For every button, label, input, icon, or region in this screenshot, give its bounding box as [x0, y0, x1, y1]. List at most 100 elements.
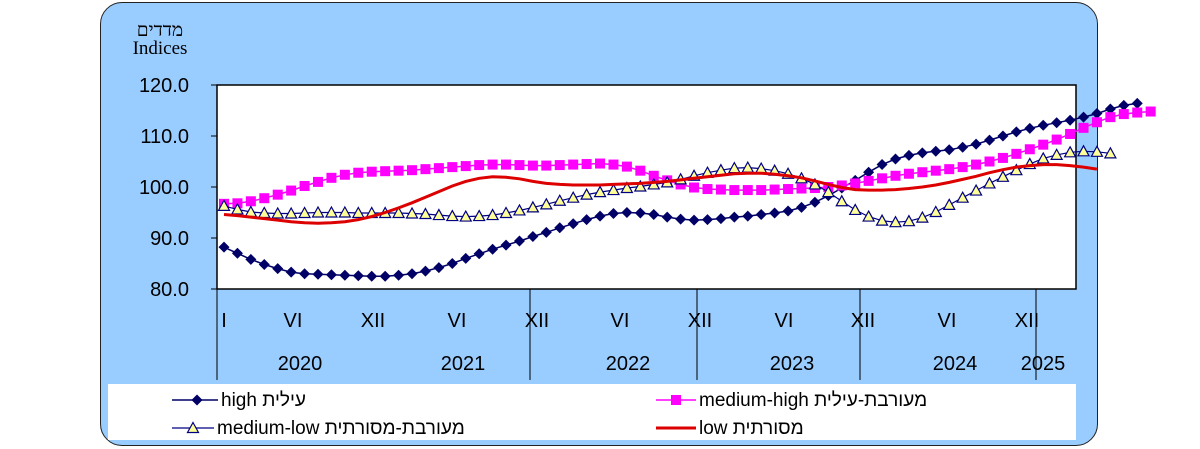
data-point-high [258, 259, 270, 271]
data-point-medium-low [566, 190, 580, 203]
data-point-medium-high [527, 160, 538, 171]
data-point-medium-high [286, 185, 297, 196]
data-point-medium-high [769, 184, 780, 195]
data-point-medium-high [1118, 109, 1129, 120]
data-point-medium-low [996, 170, 1010, 182]
data-point-high [500, 239, 512, 251]
y-tick-label: 90.0 [150, 228, 189, 250]
x-year-label: 2022 [606, 353, 651, 375]
y-axis-title-english: Indices [133, 38, 188, 59]
data-point-medium-low [271, 206, 285, 219]
data-point-medium-high [1145, 106, 1156, 117]
data-point-medium-low [1103, 146, 1117, 159]
data-point-high [634, 207, 646, 219]
y-tick-label: 110.0 [140, 126, 189, 148]
data-point-medium-low [539, 197, 553, 210]
legend-label-medium-low: medium-low מעורבת-מסורתית [217, 418, 465, 439]
series-line-medium-high [223, 110, 1151, 205]
data-point-high [379, 270, 391, 282]
data-point-medium-low [606, 183, 620, 196]
data-point-medium-high [393, 165, 404, 176]
data-point-high [728, 211, 740, 223]
data-point-medium-low [982, 176, 997, 189]
data-point-high [487, 243, 499, 255]
data-point-medium-low [835, 194, 849, 207]
series-medium-low [217, 144, 1117, 228]
data-point-medium-high [380, 166, 391, 177]
data-point-high [312, 268, 324, 280]
data-point-medium-low [862, 209, 876, 222]
data-point-high [876, 159, 888, 171]
data-point-medium-low [848, 203, 862, 216]
x-month-tick-label: VI [938, 310, 957, 332]
data-point-high [285, 266, 297, 278]
x-month-tick-label: XII [851, 310, 875, 332]
data-point-high [984, 134, 996, 146]
data-point-medium-high [715, 184, 726, 195]
data-point-medium-high [635, 165, 646, 176]
data-point-medium-low [956, 190, 970, 203]
x-month-tick-label: XII [1015, 310, 1039, 332]
data-point-high [460, 252, 472, 264]
data-point-medium-high [796, 183, 807, 194]
data-point-high [782, 205, 794, 217]
data-point-high [581, 214, 593, 226]
data-point-high [890, 153, 901, 165]
data-point-medium-high [742, 185, 753, 196]
data-point-medium-low [593, 185, 607, 198]
data-point-high [1010, 126, 1022, 138]
data-point-high [299, 268, 311, 280]
data-point-medium-high [474, 160, 485, 171]
data-point-medium-high [433, 163, 444, 174]
series-layer [217, 97, 1156, 282]
legend-marker-medium-low [186, 421, 200, 434]
data-point-high [433, 262, 445, 274]
data-point-medium-low [392, 206, 406, 219]
data-point-medium-low [351, 206, 365, 219]
data-point-medium-low [405, 206, 419, 219]
y-axis-title-hebrew: מדדים [137, 20, 183, 41]
data-point-medium-high [407, 165, 418, 176]
legend-label-low: low מסורתית [699, 418, 804, 439]
data-point-medium-high [1091, 117, 1102, 128]
data-point-high [715, 213, 727, 225]
x-year-label: 2025 [1021, 353, 1066, 375]
data-point-high [970, 138, 982, 150]
x-month-tick-label: I [221, 310, 227, 332]
data-point-high [339, 269, 351, 281]
data-point-medium-low [459, 209, 473, 222]
data-point-medium-low [580, 187, 594, 200]
data-point-high [1078, 111, 1090, 123]
data-point-medium-high [944, 164, 955, 175]
legend-label-high: high עילית [221, 390, 306, 411]
data-point-high [540, 226, 552, 238]
x-month-tick-label: XII [361, 310, 385, 332]
data-point-medium-high [1105, 112, 1116, 123]
data-point-high [419, 265, 431, 277]
x-month-tick-label: VI [775, 310, 794, 332]
data-point-high [473, 248, 485, 260]
data-point-high [594, 210, 606, 222]
data-point-high [809, 196, 821, 208]
data-point-high [621, 207, 633, 218]
data-point-high [1104, 103, 1116, 115]
data-point-medium-low [1036, 151, 1050, 164]
data-point-medium-low [915, 210, 929, 223]
data-point-high [701, 214, 713, 226]
data-point-medium-high [621, 161, 632, 172]
data-point-medium-low [284, 206, 298, 219]
data-point-high [325, 269, 337, 281]
data-point-medium-high [272, 189, 283, 200]
data-point-medium-high [1038, 139, 1049, 150]
x-month-tick-label: VI [611, 310, 630, 332]
data-point-high [393, 269, 405, 281]
series-line-low [223, 163, 1098, 225]
data-point-medium-high [608, 159, 619, 170]
data-point-medium-high [863, 175, 874, 186]
x-month-tick-label: XII [688, 310, 712, 332]
data-point-medium-low [1063, 145, 1077, 158]
data-point-medium-high [648, 170, 659, 181]
data-point-medium-low [929, 205, 943, 218]
legend-layer: high עילית medium-high מעורבת-עילית medium… [108, 384, 1076, 440]
